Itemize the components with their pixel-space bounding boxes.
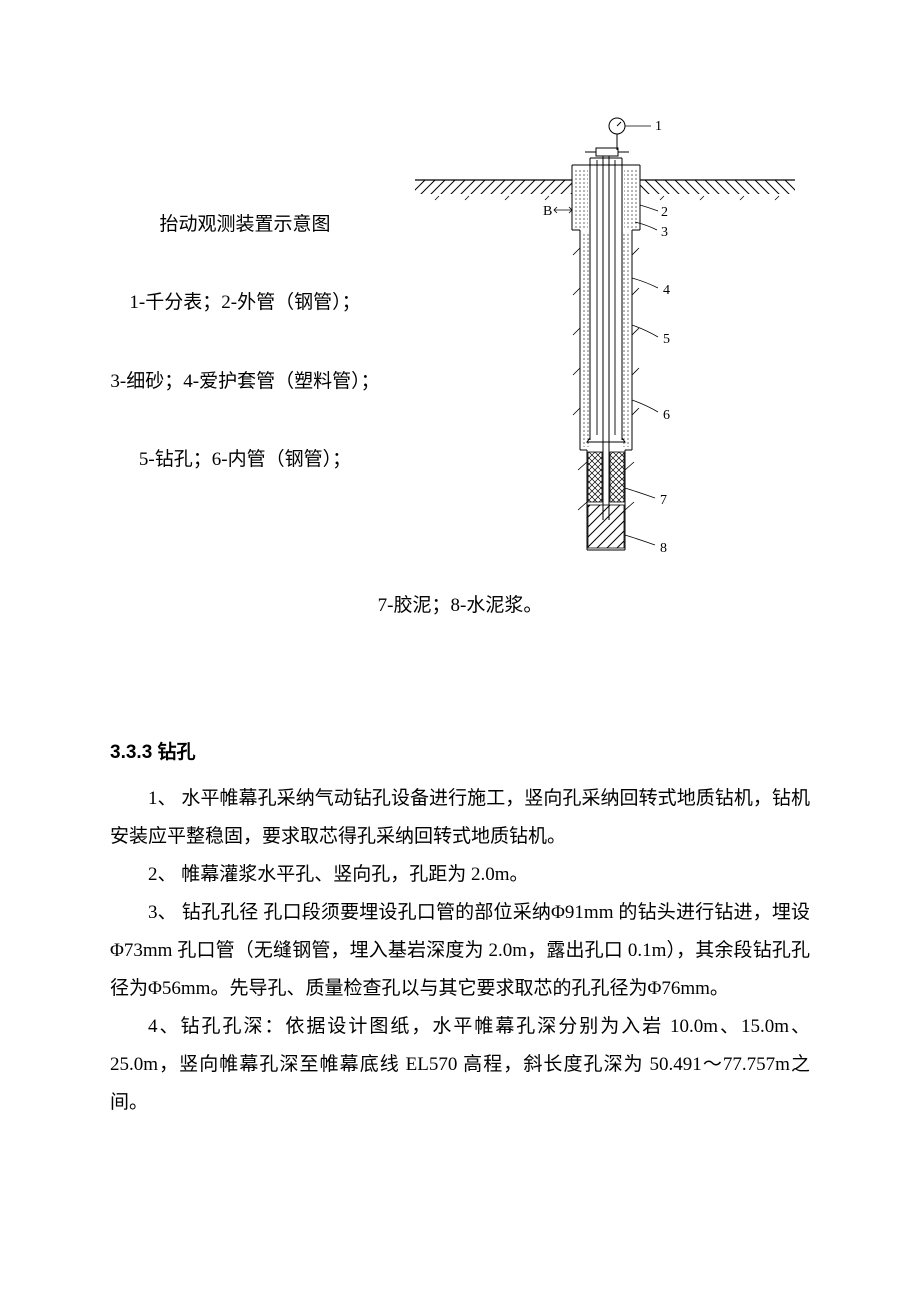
legend-line-1: 1-千分表；2-外管（钢管）； xyxy=(110,288,380,318)
protective-sleeve xyxy=(597,160,615,435)
outer-pipe xyxy=(587,158,625,442)
cement-fill xyxy=(588,505,624,548)
label-7: 7 xyxy=(660,493,667,508)
legend-line-2: 3-细砂；4-爱护套管（塑料管）； xyxy=(110,367,380,397)
label-B-top: B xyxy=(543,204,552,219)
fine-sand-mid-right xyxy=(623,232,631,447)
section-heading: 3.3.3 钻孔 xyxy=(110,737,810,764)
label-2: 2 xyxy=(661,205,668,220)
clay-fill-left xyxy=(588,452,602,502)
body-text: 3.3.3 钻孔 1、 水平帷幕孔采纳气动钻孔设备进行施工，竖向孔采纳回转式地质… xyxy=(110,737,810,1122)
figure-title: 抬动观测装置示意图 xyxy=(110,210,380,240)
fine-sand-mid-left xyxy=(582,232,589,447)
paragraph-2: 2、 帷幕灌浆水平孔、竖向孔，孔距为 2.0m。 xyxy=(110,856,810,894)
paragraph-1: 1、 水平帷幕孔采纳气动钻孔设备进行施工，竖向孔采纳回转式地质钻机，钻机安装应平… xyxy=(110,780,810,856)
dial-gauge-icon: 1 xyxy=(585,118,662,156)
observation-device-diagram: 1 xyxy=(415,110,795,570)
figure-legend-left: 抬动观测装置示意图 1-千分表；2-外管（钢管）； 3-细砂；4-爱护套管（塑料… xyxy=(110,110,380,524)
ground-surface xyxy=(415,180,795,200)
legend-line-4: 7-胶泥；8-水泥浆。 xyxy=(110,590,810,617)
label-4: 4 xyxy=(663,283,670,298)
paragraph-3: 3、 钻孔孔径 孔口段须要埋设孔口管的部位采纳Φ91mm 的钻头进行钻进，埋设Φ… xyxy=(110,894,810,1008)
clay-fill-right xyxy=(610,452,624,502)
legend-line-3: 5-钻孔；6-内管（钢管）； xyxy=(110,445,380,475)
paragraph-4: 4、钻孔孔深：依据设计图纸，水平帷幕孔深分别为入岩 10.0m、15.0m、25… xyxy=(110,1008,810,1122)
label-3: 3 xyxy=(661,225,668,240)
label-5: 5 xyxy=(663,332,670,347)
label-1: 1 xyxy=(655,119,662,134)
dimension-B: B xyxy=(543,204,572,219)
label-8: 8 xyxy=(660,541,667,556)
fine-sand-right xyxy=(624,168,638,228)
inner-pipe xyxy=(603,156,609,520)
label-6: 6 xyxy=(663,408,670,423)
figure-block: 抬动观测装置示意图 1-千分表；2-外管（钢管）； 3-细砂；4-爱护套管（塑料… xyxy=(110,110,810,570)
fine-sand-left xyxy=(575,168,588,228)
diagram-container: 1 xyxy=(400,110,810,570)
